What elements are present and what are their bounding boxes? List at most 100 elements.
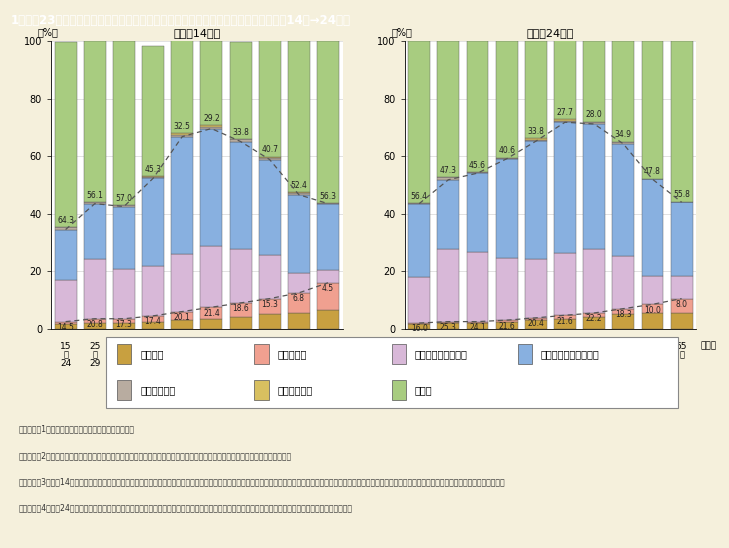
- Text: 〜: 〜: [93, 350, 97, 359]
- Text: 35: 35: [147, 342, 159, 351]
- Bar: [142, 46, 164, 176]
- Text: 〜: 〜: [417, 350, 421, 359]
- Bar: [671, 202, 693, 276]
- Bar: [171, 135, 193, 136]
- Bar: [554, 122, 576, 253]
- Text: 44: 44: [176, 359, 188, 368]
- Bar: [84, 319, 106, 323]
- Bar: [288, 193, 310, 195]
- Text: 34.9: 34.9: [615, 130, 632, 139]
- Text: 〜: 〜: [534, 350, 538, 359]
- Text: （歳）: （歳）: [701, 342, 717, 351]
- Bar: [467, 172, 488, 173]
- Bar: [496, 322, 518, 329]
- Bar: [142, 266, 164, 316]
- Text: 33.8: 33.8: [232, 128, 249, 136]
- Bar: [171, 320, 193, 329]
- Text: 30: 30: [472, 342, 483, 351]
- Bar: [671, 41, 693, 202]
- Text: 52.4: 52.4: [290, 180, 308, 190]
- Text: 55.8: 55.8: [673, 190, 690, 199]
- Text: 24.1: 24.1: [469, 323, 486, 332]
- Bar: [84, 203, 106, 204]
- Text: 45.3: 45.3: [144, 165, 162, 174]
- Text: 17.4: 17.4: [144, 317, 162, 326]
- Text: 4.5: 4.5: [322, 284, 334, 293]
- Bar: [171, 133, 193, 135]
- Bar: [612, 142, 634, 144]
- Text: 57.0: 57.0: [115, 194, 133, 203]
- Text: 39: 39: [147, 359, 159, 368]
- FancyBboxPatch shape: [392, 344, 406, 364]
- Bar: [55, 227, 77, 230]
- Text: 50: 50: [588, 342, 600, 351]
- Bar: [113, 323, 135, 329]
- Text: 18.3: 18.3: [615, 310, 631, 319]
- Bar: [55, 42, 77, 227]
- Bar: [317, 203, 339, 204]
- Bar: [200, 307, 222, 319]
- FancyBboxPatch shape: [117, 380, 131, 399]
- Bar: [317, 270, 339, 283]
- Text: 29.2: 29.2: [203, 114, 219, 123]
- Text: 65: 65: [322, 342, 334, 351]
- Bar: [200, 125, 222, 127]
- Bar: [525, 259, 547, 318]
- Bar: [259, 315, 281, 329]
- Text: 〈平成24年〉: 〈平成24年〉: [527, 28, 574, 38]
- Text: 家族従業者: 家族従業者: [277, 349, 307, 359]
- Text: （%）: （%）: [38, 27, 58, 37]
- Text: 〜: 〜: [446, 350, 451, 359]
- Text: 〜: 〜: [180, 350, 184, 359]
- Bar: [288, 293, 310, 313]
- Bar: [230, 249, 252, 303]
- Text: 6.8: 6.8: [293, 294, 305, 303]
- Text: 8.0: 8.0: [676, 300, 687, 309]
- FancyBboxPatch shape: [392, 380, 406, 399]
- Text: 15.3: 15.3: [261, 300, 278, 309]
- Bar: [496, 158, 518, 159]
- Bar: [437, 180, 459, 249]
- Text: 20.4: 20.4: [527, 319, 545, 328]
- Bar: [200, 246, 222, 307]
- Text: 〜: 〜: [650, 350, 655, 359]
- Bar: [408, 277, 430, 323]
- Bar: [671, 313, 693, 329]
- Text: 自営業主: 自営業主: [140, 349, 163, 359]
- Bar: [583, 124, 605, 249]
- Text: 16.0: 16.0: [410, 324, 428, 334]
- Bar: [55, 322, 77, 324]
- Bar: [496, 320, 518, 322]
- Text: 44: 44: [530, 359, 542, 368]
- Text: 15: 15: [413, 342, 425, 351]
- Text: 〜: 〜: [621, 350, 625, 359]
- Bar: [408, 204, 430, 277]
- Bar: [84, 41, 106, 203]
- Text: 65: 65: [676, 342, 687, 351]
- Bar: [113, 207, 135, 269]
- Text: 28.0: 28.0: [586, 110, 602, 119]
- Text: 21.4: 21.4: [203, 309, 219, 318]
- Text: 34: 34: [118, 359, 130, 368]
- Bar: [583, 317, 605, 329]
- Text: 4．平成24年の「その他の雇用者」は、「雇用者」から「正規の職員・従業員」と「非正規の職員・従業員」を減じることによって算出している。: 4．平成24年の「その他の雇用者」は、「雇用者」から「正規の職員・従業員」と「非…: [18, 504, 352, 512]
- Bar: [612, 141, 634, 142]
- Bar: [84, 323, 106, 329]
- Bar: [288, 195, 310, 273]
- Text: 56.1: 56.1: [86, 191, 104, 200]
- Bar: [171, 311, 193, 320]
- Text: 35: 35: [501, 342, 512, 351]
- Bar: [259, 255, 281, 299]
- Bar: [467, 322, 488, 323]
- Bar: [437, 177, 459, 180]
- Bar: [408, 323, 430, 324]
- Bar: [288, 192, 310, 193]
- Bar: [612, 41, 634, 141]
- Bar: [317, 41, 339, 203]
- Text: 〜: 〜: [209, 350, 214, 359]
- Bar: [496, 258, 518, 320]
- Text: 〜: 〜: [238, 350, 243, 359]
- Text: 39: 39: [501, 359, 512, 368]
- Bar: [525, 140, 547, 141]
- Bar: [525, 320, 547, 329]
